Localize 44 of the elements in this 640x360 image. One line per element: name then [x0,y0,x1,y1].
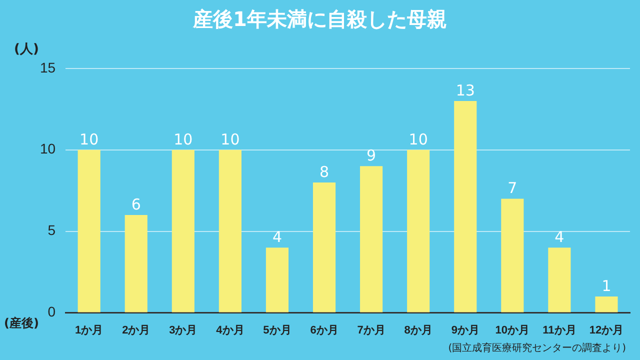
x-tick-label: 9か月 [451,324,480,336]
bar [548,248,571,312]
data-label: 8 [319,162,330,181]
bar [124,215,148,312]
x-tick-label: 6か月 [310,324,338,336]
x-tick-label: 12か月 [589,324,624,336]
data-label: 10 [174,130,193,148]
y-axis-title: (人) [14,41,39,58]
x-axis-title: (産後) [4,315,39,332]
data-label: 6 [131,195,141,214]
x-tick-label: 10か月 [495,324,530,336]
bar [454,100,477,312]
data-label: 7 [508,179,518,198]
x-tick-label: 11か月 [542,324,576,336]
x-tick-label: 8か月 [404,324,432,336]
data-label: 4 [554,228,564,246]
data-label: 4 [272,228,282,246]
data-label: 10 [408,130,428,148]
bar [595,296,618,312]
x-tick-label: 3か月 [169,324,198,336]
bar [172,150,194,312]
x-tick-label: 1か月 [75,324,104,336]
x-tick-label: 2か月 [122,324,150,336]
x-tick-label: 4か月 [216,324,244,336]
data-label: 13 [456,81,475,100]
y-tick-label: 15 [40,59,56,76]
data-label: 9 [366,146,376,165]
text: (国立成育医療研究センターの調査より) [448,342,626,355]
bar [78,150,100,312]
x-tick-label: 5か月 [263,324,292,336]
data-label: 1 [602,276,612,295]
bar [407,150,430,312]
chart-title: 産後1年未満に自殺した母親 [192,6,448,33]
bar [360,166,383,312]
data-label: 10 [220,130,240,148]
y-tick-label: 0 [48,304,56,320]
bar [312,182,336,312]
y-tick-label: 10 [40,140,56,157]
data-label: 10 [80,130,99,148]
bar [501,198,524,312]
bar [266,248,289,312]
bar [218,150,242,312]
x-tick-label: 7か月 [357,324,386,336]
y-tick-label: 5 [48,222,56,238]
